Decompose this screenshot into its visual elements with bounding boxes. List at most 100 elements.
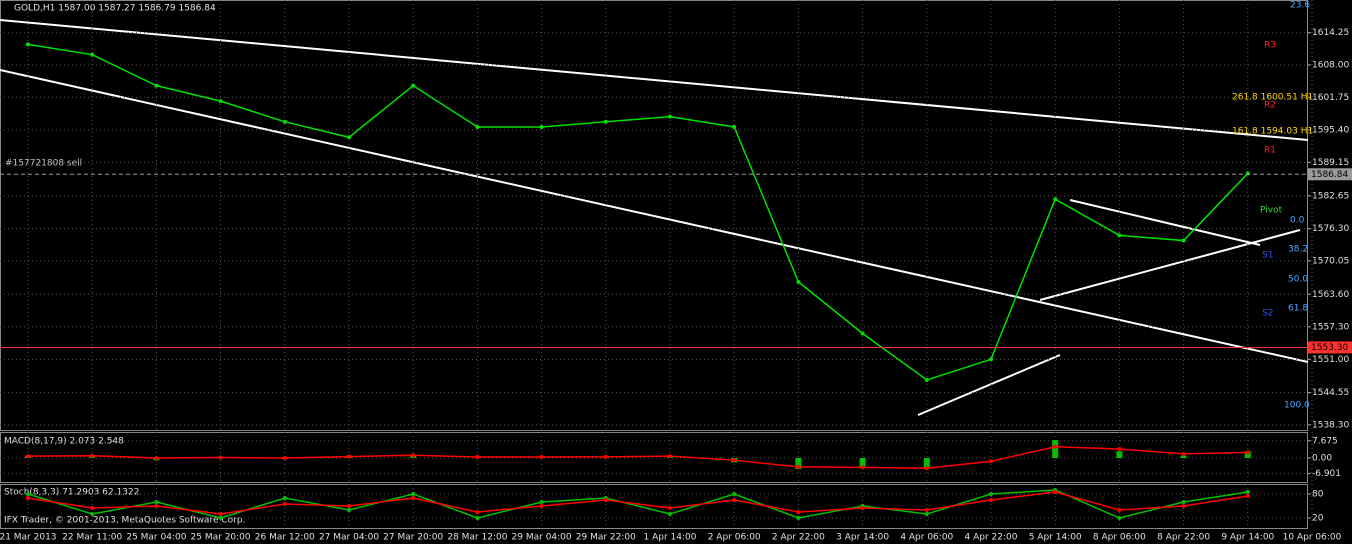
y-tick-label: 1563.60: [1312, 290, 1349, 300]
price-point: [1245, 450, 1250, 455]
annotation: S1: [1262, 251, 1273, 261]
price-point: [1181, 238, 1186, 243]
x-tick-label: 4 Apr 06:00: [900, 533, 953, 543]
x-tick-label: 26 Mar 12:00: [255, 533, 315, 543]
annotation: #157721808 sell: [5, 159, 82, 169]
price-point: [796, 516, 801, 520]
price-point: [218, 455, 223, 460]
series-line: [27, 489, 1248, 519]
price-point: [603, 454, 608, 459]
price-point: [1181, 500, 1186, 504]
price-point: [989, 492, 993, 496]
price-point: [924, 466, 929, 471]
price-point: [154, 504, 159, 508]
stoch-panel-frame: [0, 484, 1308, 529]
price-point: [860, 331, 865, 336]
x-tick-label: 10 Apr 06:00: [1283, 533, 1342, 543]
price-point: [539, 124, 544, 129]
x-tick-label: 28 Mar 12:00: [447, 533, 507, 543]
y-tick-label: 1576.30: [1312, 224, 1349, 234]
price-point: [796, 279, 801, 284]
price-point: [603, 498, 608, 502]
annotation: 161.8 1594.03 H1: [1232, 127, 1313, 137]
price-point: [282, 455, 287, 460]
price-point: [1117, 508, 1122, 512]
x-tick-label: 8 Apr 06:00: [1093, 533, 1146, 543]
main-panel-frame: [0, 0, 1308, 431]
price-point: [668, 454, 672, 459]
x-tick-label: 3 Apr 14:00: [836, 533, 889, 543]
price-point: [154, 500, 159, 504]
x-tick-label: 8 Apr 22:00: [1157, 533, 1210, 543]
x-tick-label: 27 Mar 04:00: [319, 533, 379, 543]
price-point: [282, 502, 287, 506]
x-tick-label: 25 Mar 20:00: [191, 533, 251, 543]
histogram-bar: [795, 457, 802, 470]
annotation: 0.0: [1290, 216, 1305, 226]
x-tick-label: 22 Mar 11:00: [62, 533, 122, 543]
annotation: 100.0: [1284, 401, 1310, 411]
y-tick-label: 1582.65: [1312, 191, 1349, 201]
histogram-bar: [1180, 455, 1187, 458]
price-point: [603, 119, 608, 124]
price-point: [1117, 446, 1122, 451]
price-box: [1308, 341, 1352, 354]
y-tick-label: 1538.30: [1312, 420, 1349, 430]
price-point: [732, 492, 737, 496]
price-point: [860, 506, 865, 510]
y-tick-label: 1601.75: [1312, 93, 1349, 103]
price-point: [989, 459, 993, 464]
y-tick-label: 0.00: [1312, 453, 1332, 463]
series-line: [27, 491, 1248, 515]
annotation: 23.6: [1290, 1, 1310, 11]
y-tick-label: 1589.15: [1312, 158, 1349, 168]
annotation: 50.0: [1288, 275, 1308, 285]
x-tick-label: 2 Apr 22:00: [772, 533, 825, 543]
histogram-bar: [923, 457, 930, 470]
histogram-bar: [1244, 451, 1251, 458]
price-label: 1553.30: [1311, 343, 1348, 353]
macd-title: MACD(8,17,9) 2.073 2.548: [4, 437, 124, 447]
price-point: [26, 42, 30, 47]
annotation: R1: [1264, 146, 1276, 156]
annotation: 38.2: [1288, 245, 1308, 255]
price-point: [26, 454, 30, 459]
y-tick-label: 1557.30: [1312, 322, 1349, 332]
trend-line: [1069, 199, 1261, 246]
series-line: [27, 446, 1248, 469]
annotation: S2: [1262, 309, 1273, 319]
price-point: [26, 496, 30, 500]
price-point: [1181, 451, 1186, 456]
y-tick-label: 1551.00: [1312, 355, 1349, 365]
price-point: [1117, 516, 1122, 520]
histogram-bar: [1116, 451, 1123, 458]
price-point: [732, 124, 737, 129]
y-tick-label: 1570.05: [1312, 256, 1349, 266]
x-tick-label: 1 Apr 14:00: [644, 533, 697, 543]
price-point: [668, 512, 672, 516]
price-point: [989, 357, 993, 362]
x-tick-label: 2 Apr 06:00: [708, 533, 761, 543]
x-tick-label: 9 Apr 14:00: [1221, 533, 1274, 543]
price-point: [90, 506, 95, 510]
price-point: [924, 512, 929, 516]
y-tick-label: 7.675: [1312, 436, 1338, 446]
price-point: [218, 99, 223, 104]
trend-line: [1039, 229, 1301, 301]
price-point: [154, 455, 159, 460]
y-tick-label: -6.901: [1312, 469, 1341, 479]
price-point: [539, 504, 544, 508]
price-point: [732, 458, 737, 463]
price-point: [1053, 197, 1058, 202]
y-tick-label: 1544.55: [1312, 388, 1349, 398]
price-point: [411, 492, 416, 496]
x-tick-label: 27 Mar 20:00: [383, 533, 443, 543]
price-point: [218, 516, 223, 520]
price-point: [539, 455, 544, 460]
stoch-title: Stoch(8,3,3) 71.2903 62.1322: [4, 488, 139, 498]
price-point: [475, 516, 480, 520]
price-point: [218, 512, 223, 516]
price-point: [26, 492, 30, 496]
price-point: [732, 498, 737, 502]
